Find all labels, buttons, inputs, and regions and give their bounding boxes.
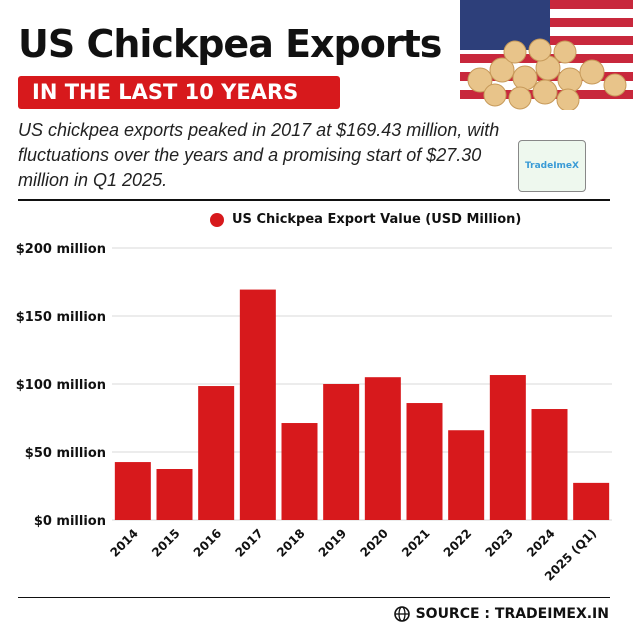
y-tick-label: $200 million — [16, 242, 106, 257]
bar-2017 — [239, 289, 276, 520]
y-tick-label: $100 million — [16, 378, 106, 393]
bar-2014 — [114, 462, 151, 520]
description: US chickpea exports peaked in 2017 at $1… — [18, 120, 500, 190]
bar-2018 — [281, 423, 318, 520]
globe-icon — [393, 606, 410, 622]
y-tick-label: $150 million — [16, 310, 106, 325]
x-tick-label: 2014 — [107, 526, 141, 560]
chart-legend: US Chickpea Export Value (USD Million) — [210, 212, 521, 227]
bar-2022 — [448, 430, 485, 520]
bar-2020 — [364, 377, 401, 520]
subtitle-banner: IN THE LAST 10 YEARS — [18, 76, 340, 109]
us-flag-chickpeas-image — [460, 0, 633, 110]
x-tick-label: 2023 — [482, 526, 516, 560]
divider-top — [18, 199, 610, 201]
y-tick-label: $50 million — [25, 446, 106, 461]
divider-bottom — [18, 597, 610, 598]
source-credit: SOURCE : TRADEIMEX.IN — [393, 606, 609, 622]
bar-2016 — [198, 386, 235, 520]
source-text: SOURCE : TRADEIMEX.IN — [415, 606, 609, 622]
x-tick-label: 2015 — [149, 526, 183, 560]
tradeimex-logo: TradeImeX — [518, 140, 586, 192]
x-tick-label: 2020 — [357, 526, 391, 560]
x-tick-label: 2017 — [232, 526, 266, 560]
x-tick-label: 2022 — [441, 526, 475, 560]
x-tick-label: 2018 — [274, 526, 308, 560]
y-tick-label: $0 million — [34, 514, 106, 529]
bar-2015 — [156, 469, 193, 520]
bar-2025-q1- — [573, 482, 610, 520]
x-tick-label: 2021 — [399, 526, 433, 560]
x-tick-label: 2016 — [191, 526, 225, 560]
legend-label: US Chickpea Export Value (USD Million) — [232, 212, 522, 227]
bar-2023 — [489, 375, 526, 520]
bar-2021 — [406, 403, 443, 520]
bar-2019 — [323, 384, 360, 520]
bar-2024 — [531, 409, 568, 520]
legend-swatch — [210, 212, 224, 227]
x-tick-label: 2024 — [524, 526, 558, 560]
logo-text: TradeImeX — [525, 161, 579, 171]
x-tick-label: 2019 — [316, 526, 350, 560]
page-title: US Chickpea Exports — [18, 22, 442, 66]
